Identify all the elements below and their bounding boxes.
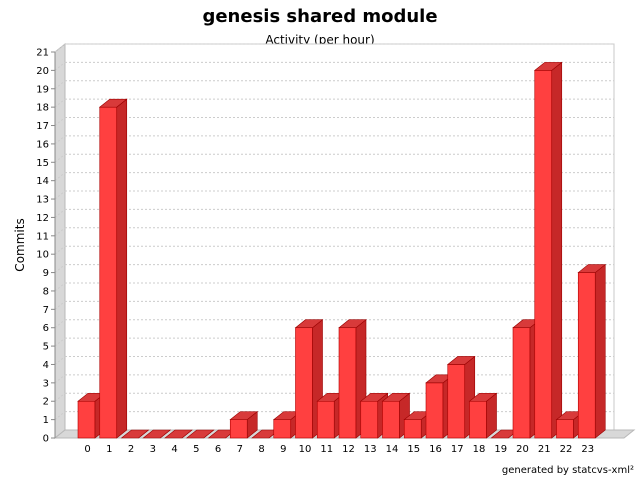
bar-front [77,400,96,439]
bar-front [425,382,444,439]
bar-front [512,327,531,439]
y-tick-label: 2 [43,397,49,408]
bar-top [468,392,498,402]
x-tick-label: 9 [280,444,286,455]
y-tick-label: 9 [43,268,49,279]
y-tick-label: 16 [36,139,49,150]
bar-front [469,400,487,439]
x-tick-label: 11 [320,444,333,455]
left-wall [54,42,66,440]
y-tick-label: 14 [36,176,49,187]
y-tick-label: 12 [36,213,49,224]
y-tick-label: 13 [36,195,49,206]
bar-top [120,429,150,439]
x-tick-label: 0 [84,444,90,455]
bar [142,429,172,439]
x-axis: 0 1 2 3 4 5 6 7 8 9 10 11 12 13 14 15 16 17 18 19 20 21 22 23 [84,444,594,455]
bar [446,355,476,439]
y-tick-label: 20 [36,66,49,77]
bar [98,98,128,439]
bar-side [116,98,128,439]
bar-top [381,392,411,402]
y-tick-label: 18 [36,103,49,114]
bar [468,392,498,439]
bar-top [533,62,563,71]
y-tick-label: 1 [43,415,49,426]
bar-top [338,319,367,329]
bar-top [142,429,172,439]
bars [77,61,607,439]
bar-top [359,392,389,402]
x-tick-label: 6 [215,444,221,455]
bar [185,429,215,439]
y-tick-label: 15 [36,158,49,169]
bar-front [556,419,574,439]
x-tick-label: 21 [538,444,551,455]
bar [120,429,150,439]
footer-credit: generated by statcvs-xml² [501,465,634,476]
x-tick-label: 12 [342,444,355,455]
bar-front [99,106,118,439]
y-tick-label: 21 [36,48,49,59]
x-tick-label: 19 [494,444,507,455]
x-tick-label: 22 [560,444,573,455]
x-tick-label: 8 [258,444,264,455]
x-tick-label: 7 [237,444,243,455]
bar-front [403,419,422,439]
x-tick-label: 4 [171,444,177,455]
bar-top [577,264,607,273]
y-tick-label: 0 [43,434,49,445]
y-tick-label: 17 [36,121,49,132]
y-tick-label: 10 [36,250,49,261]
x-tick-label: 3 [150,444,156,455]
bar-front [360,400,379,439]
x-tick-label: 1 [106,444,112,455]
bar-top [294,319,324,329]
x-tick-label: 14 [386,444,399,455]
y-axis-label: Commits [13,218,27,271]
y-tick-label: 11 [36,231,49,242]
x-tick-label: 2 [128,444,134,455]
y-tick-label: 5 [43,342,49,353]
y-tick-label: 3 [43,378,49,389]
bar-front [295,327,313,439]
bar-top [185,429,215,439]
bar [577,263,607,439]
bar-front [577,272,596,439]
x-tick-label: 13 [364,444,377,455]
bar-front [316,400,335,439]
bar [338,319,367,439]
x-tick-label: 23 [581,444,594,455]
x-tick-label: 20 [516,444,529,455]
bar [533,61,563,439]
bar-top [229,411,259,420]
x-tick-label: 17 [451,444,464,455]
x-tick-label: 15 [407,444,420,455]
bar [229,410,259,439]
bar-top [164,429,193,439]
bar-front [534,70,553,439]
y-tick-label: 8 [43,286,49,297]
y-tick-label: 19 [36,84,49,95]
bar-front [382,400,400,439]
y-tick-label: 7 [43,305,49,316]
x-tick-label: 18 [473,444,486,455]
x-tick-label: 10 [299,444,312,455]
bar-top [98,98,128,108]
chart-title: genesis shared module [202,6,438,27]
bar-top [446,356,476,365]
bar-side [551,61,563,439]
bar-front [447,364,466,439]
y-tick-label: 4 [43,360,49,371]
x-tick-label: 16 [429,444,442,455]
y-tick-label: 6 [43,323,49,334]
bar-front [229,419,248,439]
bar-front [273,419,292,439]
bar-side [594,263,606,439]
x-tick-label: 5 [193,444,199,455]
bar-front [338,327,357,439]
bar [164,429,193,439]
